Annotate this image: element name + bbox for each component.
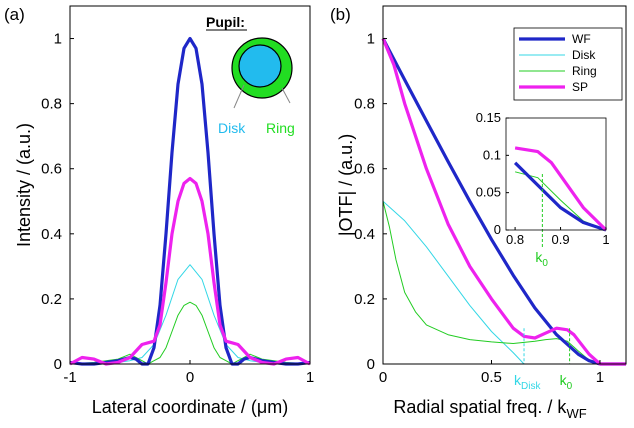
panel-a-xtick-label: -1 <box>63 369 76 386</box>
annotation-k-disk-label: kDisk <box>514 372 541 392</box>
panel-a: (a) -1 0 100.20.40.60.81 Lateral coordinat… <box>4 5 314 417</box>
panel-a-xtick-label: 1 <box>306 369 314 386</box>
inset-xtick-label: 1 <box>602 232 609 247</box>
panel-b-ytick-label: 0.4 <box>354 226 375 243</box>
panel-a-ytick-label: 0 <box>54 356 62 373</box>
inset-axes-box <box>505 117 607 231</box>
legend-label-wf: WF <box>572 32 591 46</box>
panel-b-axes-box <box>382 5 627 365</box>
pupil-inset: Pupil: Disk Ring <box>206 14 295 136</box>
panel-a-label: (a) <box>4 5 25 24</box>
inset-k0-label: k0 <box>535 249 548 269</box>
panel-a-ylabel: Intensity / (a.u.) <box>14 123 34 247</box>
panel-a-xlabel: Lateral coordinate / (μm) <box>92 397 288 417</box>
panel-b-xlabel-sub: WF <box>566 406 586 421</box>
ring-pointer-line <box>281 87 291 104</box>
legend-label-disk: Disk <box>572 48 596 62</box>
panel-b-xtick-label: 1 <box>596 369 604 386</box>
panel-b-ytick-label: 0 <box>367 356 375 373</box>
panel-b-ytick-label: 0.6 <box>354 161 375 178</box>
panel-a-ytick-label: 0.2 <box>41 291 62 308</box>
annotation-k-0-label: k0 <box>560 372 573 392</box>
panel-b-ytick-label: 1 <box>367 31 375 48</box>
panel-b-ylabel: |OTF| / (a.u.) <box>336 134 356 236</box>
panel-b-label: (b) <box>330 5 351 24</box>
otf-inset: 0.8 0.9 100.050.10.15 k0 <box>476 110 610 269</box>
inset-ytick-label: 0.1 <box>483 147 501 162</box>
panel-a-series-ring <box>69 301 311 365</box>
panel-b-series-disk <box>382 200 525 365</box>
inset-ytick-label: 0 <box>494 222 501 237</box>
panel-b-xtick-label: 0 <box>379 369 387 386</box>
inset-k0-main: k <box>535 249 543 265</box>
inset-ytick-label: 0.05 <box>476 185 501 200</box>
panel-a-series-disk <box>70 264 310 365</box>
inset-ytick-label: 0.15 <box>476 110 501 125</box>
inset-series-sp <box>514 146 608 232</box>
inset-xtick-label: 0.9 <box>552 232 570 247</box>
legend-label-ring: Ring <box>572 64 597 78</box>
inset-k0-sub: 0 <box>542 258 548 269</box>
panel-a-xtick-label: 0 <box>186 369 194 386</box>
panel-b-series-sp <box>381 37 626 366</box>
legend: WF Disk Ring SP <box>513 27 623 101</box>
pupil-disk-circle <box>238 44 282 88</box>
panel-a-ytick-label: 0.6 <box>41 161 62 178</box>
panel-b-xlabel: Radial spatial freq. / kWF <box>393 397 586 421</box>
panel-b-xlabel-main: Radial spatial freq. / k <box>393 397 567 417</box>
panel-b-ytick-label: 0.8 <box>354 96 375 113</box>
panel-b-series-wf <box>381 37 626 366</box>
panel-a-ytick-label: 1 <box>54 31 62 48</box>
panel-b-ytick-label: 0.2 <box>354 291 375 308</box>
disk-pointer-line <box>233 84 245 109</box>
pupil-disk-label: Disk <box>218 120 246 136</box>
panel-a-ytick-label: 0.4 <box>41 226 62 243</box>
inset-xtick-label: 0.8 <box>506 232 524 247</box>
panel-a-series-sp <box>69 176 311 366</box>
legend-label-sp: SP <box>572 80 588 94</box>
panel-a-ytick-label: 0.8 <box>41 96 62 113</box>
panel-b-series-ring <box>382 201 626 365</box>
panel-b: (b) kDisk k0 0 0.5 100.20.40.60.81 Radial s… <box>330 5 627 421</box>
panel-b-xtick-label: 0.5 <box>481 369 502 386</box>
pupil-title: Pupil: <box>206 14 245 30</box>
inset-series-wf <box>513 161 607 232</box>
pupil-ring-label: Ring <box>266 120 295 136</box>
